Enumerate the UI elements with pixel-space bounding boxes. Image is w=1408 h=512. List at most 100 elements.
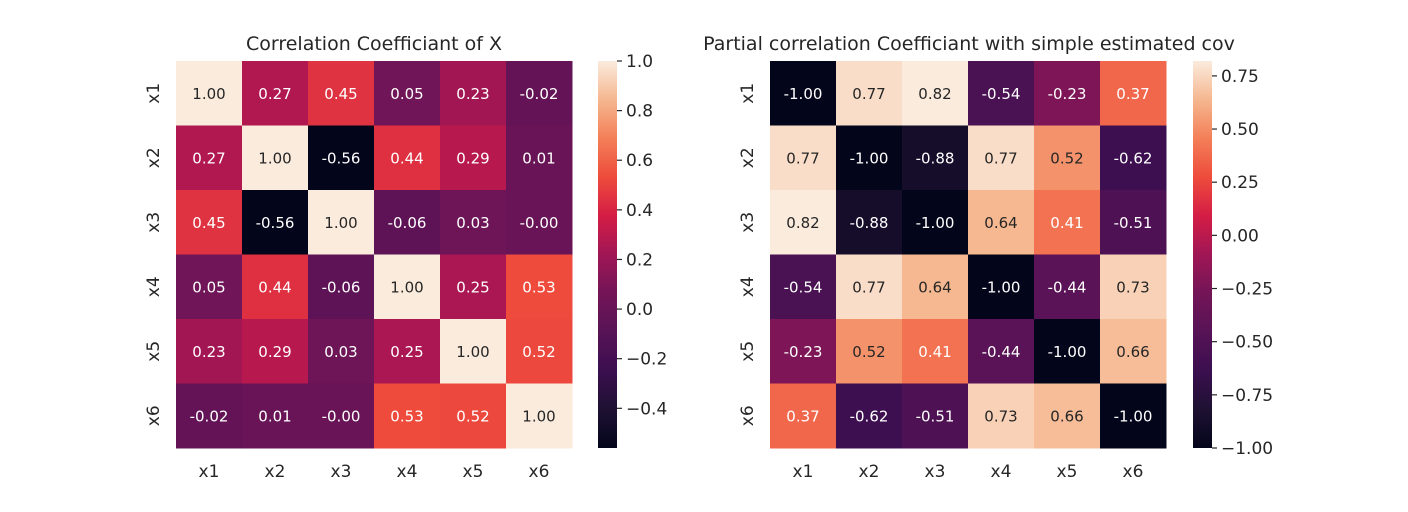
heatmap-2-x-tick-x6: x6 bbox=[1123, 462, 1144, 482]
heatmap-2-colorbar-tick-label-2: 0.50 bbox=[1221, 120, 1259, 140]
heatmap-1-cell-label-5-5: 1.00 bbox=[456, 343, 489, 361]
heatmap-1-cell-label-6-4: 0.53 bbox=[390, 407, 423, 425]
heatmap-2-cell-label-6-1: 0.37 bbox=[786, 407, 819, 425]
heatmap-2-cell-2-4 bbox=[968, 125, 1035, 191]
heatmap-2-cell-label-1-1: -1.00 bbox=[784, 85, 823, 103]
heatmap-2-cell-3-1 bbox=[770, 190, 837, 255]
heatmap-2-cell-1-5 bbox=[1034, 61, 1101, 126]
heatmap-1-cell-6-4 bbox=[374, 383, 441, 449]
heatmap-1-colorbar-tick-label-5: 0.2 bbox=[626, 250, 653, 270]
heatmap-1-colorbar: 1.0 0.8 0.6 0.4 0.2 0.0 −0.2 −0.4 bbox=[598, 52, 667, 448]
heatmap-2-cell-3-6 bbox=[1100, 190, 1167, 255]
heatmap-1-cell-2-6 bbox=[506, 125, 573, 191]
heatmap-1-y-tick-x4: x4 bbox=[144, 276, 164, 297]
heatmap-2-cell-label-6-2: -0.62 bbox=[850, 407, 889, 425]
heatmap-1-cell-6-2 bbox=[242, 383, 309, 449]
heatmap-1-colorbar-tick-label-2: 0.8 bbox=[626, 102, 653, 122]
heatmap-2-cell-6-3 bbox=[902, 383, 969, 449]
heatmap-1-cell-2-5 bbox=[440, 125, 507, 191]
heatmap-1-cell-3-6 bbox=[506, 190, 573, 255]
heatmap-1-title: Correlation Coefficiant of X bbox=[246, 33, 502, 55]
heatmap-1-cell-4-6 bbox=[506, 254, 573, 320]
heatmap-1-cell-label-2-6: 0.01 bbox=[522, 149, 555, 167]
heatmap-1-cell-4-3 bbox=[308, 254, 375, 320]
heatmap-2-cell-2-6 bbox=[1100, 125, 1167, 191]
heatmap-2-cell-label-6-3: -0.51 bbox=[916, 407, 955, 425]
heatmap-2-cell-6-4 bbox=[968, 383, 1035, 449]
heatmap-2-cell-label-3-5: 0.41 bbox=[1050, 214, 1083, 232]
heatmap-1-cell-label-4-3: -0.06 bbox=[322, 278, 361, 296]
heatmap-1-cell-label-4-6: 0.53 bbox=[522, 278, 555, 296]
heatmap-1-cell-2-2 bbox=[242, 125, 309, 191]
heatmap-2-cell-6-6 bbox=[1100, 383, 1167, 449]
heatmap-2-cell-label-1-4: -0.54 bbox=[982, 85, 1021, 103]
heatmap-2-cell-label-3-2: -0.88 bbox=[850, 214, 889, 232]
heatmap-1-colorbar-tick-label-1: 1.0 bbox=[626, 52, 653, 72]
heatmap-2-y-tick-x2: x2 bbox=[738, 147, 758, 168]
heatmap-2-colorbar: 0.75 0.50 0.25 0.00 −0.25 −0.50 −0.75 −1.00 bbox=[1193, 61, 1273, 459]
heatmap-1-cell-label-4-2: 0.44 bbox=[258, 278, 291, 296]
heatmap-1-cell-label-6-6: 1.00 bbox=[522, 407, 555, 425]
heatmap-1-cell-label-3-3: 1.00 bbox=[324, 214, 357, 232]
heatmap-1-x-tick-x3: x3 bbox=[331, 462, 352, 482]
heatmap-1-cell-3-5 bbox=[440, 190, 507, 255]
heatmap-1-cell-label-3-5: 0.03 bbox=[456, 214, 489, 232]
heatmap-1-cell-label-1-4: 0.05 bbox=[390, 85, 423, 103]
heatmap-2-cell-label-4-4: -1.00 bbox=[982, 278, 1021, 296]
heatmap-1-cell-label-1-1: 1.00 bbox=[192, 85, 225, 103]
heatmap-2-cell-4-5 bbox=[1034, 254, 1101, 320]
heatmap-2-cell-6-2 bbox=[836, 383, 903, 449]
heatmap-1-cell-1-5 bbox=[440, 61, 507, 126]
heatmap-2-colorbar-tick-label-4: 0.00 bbox=[1221, 226, 1259, 246]
heatmap-2-y-tick-x6: x6 bbox=[738, 405, 758, 426]
heatmap-2-cell-3-2 bbox=[836, 190, 903, 255]
heatmap-panel-2: Partial correlation Coefficiant with sim… bbox=[703, 33, 1273, 482]
heatmap-1-colorbar-tick-label-8: −0.4 bbox=[626, 399, 667, 419]
heatmap-1-cell-label-3-2: -0.56 bbox=[256, 214, 295, 232]
heatmap-2-cell-5-1 bbox=[770, 319, 837, 384]
heatmap-1-cell-label-2-5: 0.29 bbox=[456, 149, 489, 167]
heatmap-2-y-tick-x4: x4 bbox=[738, 276, 758, 297]
heatmap-2-cell-label-3-1: 0.82 bbox=[786, 214, 819, 232]
heatmap-1-cell-1-3 bbox=[308, 61, 375, 126]
heatmap-2-cell-label-4-6: 0.73 bbox=[1116, 278, 1149, 296]
heatmap-1-cell-label-6-2: 0.01 bbox=[258, 407, 291, 425]
heatmap-1-cell-label-5-6: 0.52 bbox=[522, 343, 555, 361]
heatmap-2-cell-3-3 bbox=[902, 190, 969, 255]
heatmap-2-cell-label-3-6: -0.51 bbox=[1114, 214, 1153, 232]
heatmap-2-cell-label-2-2: -1.00 bbox=[850, 149, 889, 167]
heatmap-1-colorbar-tick-label-4: 0.4 bbox=[626, 201, 653, 221]
heatmap-2-cell-2-1 bbox=[770, 125, 837, 191]
heatmap-2-cell-6-1 bbox=[770, 383, 837, 449]
heatmap-2-colorbar-tick-label-7: −0.75 bbox=[1221, 386, 1273, 406]
heatmap-1-cell-6-3 bbox=[308, 383, 375, 449]
heatmap-2-cell-5-6 bbox=[1100, 319, 1167, 384]
heatmap-2-cell-1-2 bbox=[836, 61, 903, 126]
heatmap-1-cells: 1.00 0.27 0.45 0.05 0.23 -0.02 0.27 1.00 -0.56 0.… bbox=[176, 61, 573, 449]
heatmap-1-cell-3-3 bbox=[308, 190, 375, 255]
heatmap-2-cell-2-2 bbox=[836, 125, 903, 191]
heatmap-2-cell-2-3 bbox=[902, 125, 969, 191]
heatmap-1-cell-4-1 bbox=[176, 254, 243, 320]
heatmap-2-cell-label-3-4: 0.64 bbox=[984, 214, 1017, 232]
heatmap-1-cell-label-1-3: 0.45 bbox=[324, 85, 357, 103]
heatmap-2-colorbar-gradient bbox=[1193, 61, 1212, 448]
heatmap-2-cell-5-4 bbox=[968, 319, 1035, 384]
heatmap-2-cell-6-5 bbox=[1034, 383, 1101, 449]
heatmap-2-cell-label-5-4: -0.44 bbox=[982, 343, 1021, 361]
heatmap-2-cell-label-1-2: 0.77 bbox=[852, 85, 885, 103]
heatmap-2-x-tick-x3: x3 bbox=[925, 462, 946, 482]
heatmap-1-cell-5-1 bbox=[176, 319, 243, 384]
heatmap-2-cell-label-6-6: -1.00 bbox=[1114, 407, 1153, 425]
heatmap-2-cell-label-2-3: -0.88 bbox=[916, 149, 955, 167]
heatmap-2-cell-4-3 bbox=[902, 254, 969, 320]
heatmap-2-x-tick-x5: x5 bbox=[1057, 462, 1078, 482]
heatmap-1-cell-3-1 bbox=[176, 190, 243, 255]
heatmap-2-x-tick-x4: x4 bbox=[991, 462, 1012, 482]
heatmap-1-cell-label-2-2: 1.00 bbox=[258, 149, 291, 167]
heatmap-2-x-tick-x1: x1 bbox=[793, 462, 814, 482]
heatmap-2-cell-1-6 bbox=[1100, 61, 1167, 126]
heatmap-2-colorbar-tick-label-5: −0.25 bbox=[1221, 280, 1273, 300]
heatmap-2-y-tick-x3: x3 bbox=[738, 212, 758, 233]
